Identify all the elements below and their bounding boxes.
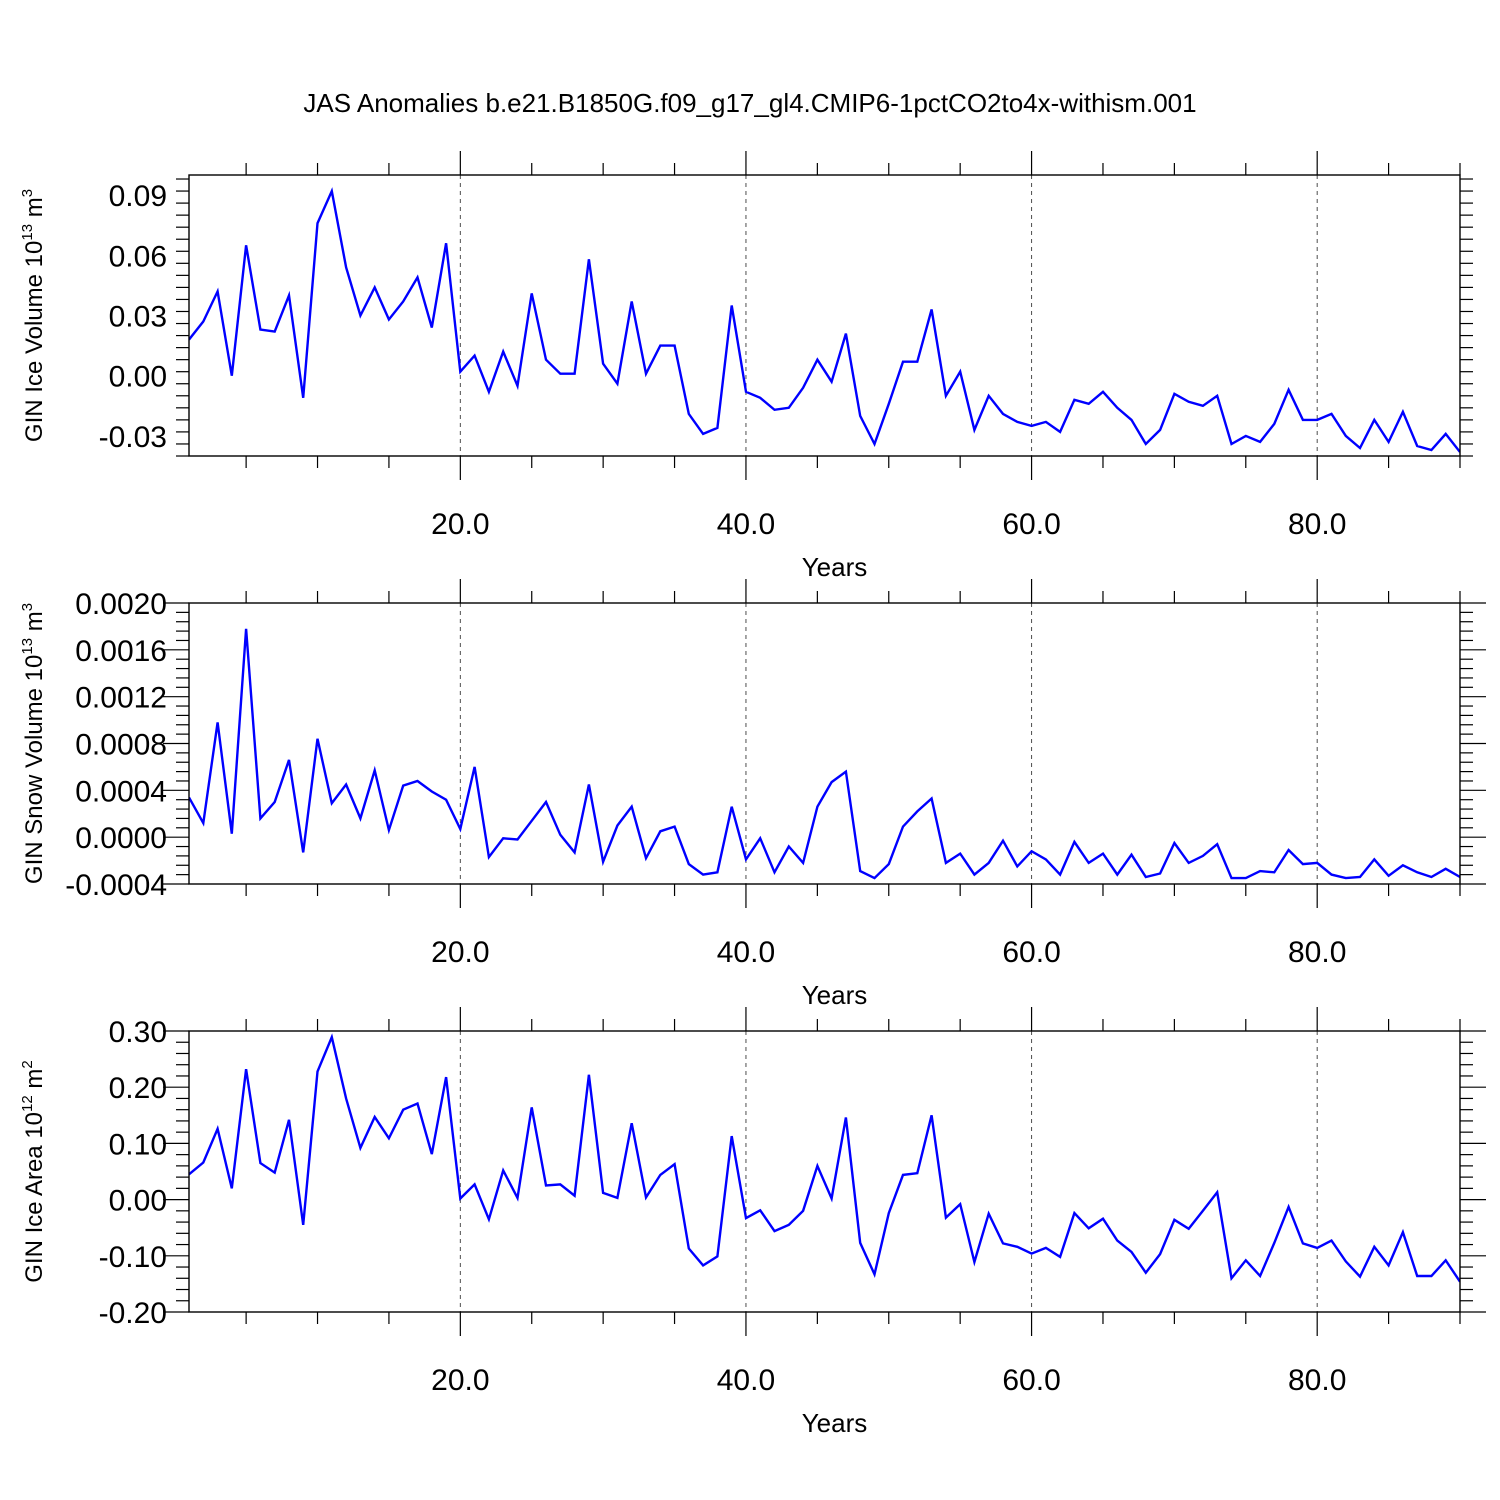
y-tick-label: 0.20 xyxy=(109,1072,167,1105)
x-tick-label: 40.0 xyxy=(717,936,775,969)
x-tick-label: 20.0 xyxy=(431,936,489,969)
x-tick-label: 40.0 xyxy=(717,508,775,541)
chart-title: JAS Anomalies b.e21.B1850G.f09_g17_gl4.C… xyxy=(303,88,1196,118)
plot-frame xyxy=(188,602,1461,885)
x-tick-label: 60.0 xyxy=(1002,1364,1060,1397)
x-tick-label: 60.0 xyxy=(1002,508,1060,541)
y-tick-label: 0.03 xyxy=(109,301,167,334)
y-axis-label: GIN Ice Volume 1013 m3 xyxy=(19,189,48,442)
y-tick-label: 0.0012 xyxy=(75,682,167,715)
x-tick-label: 80.0 xyxy=(1288,1364,1346,1397)
y-tick-label: 0.0016 xyxy=(75,635,167,668)
chart-panel-3: -0.20 -0.10 0.00 0.10 0.20 0.30 20.0 40.0 60.0 80… xyxy=(19,1007,1486,1438)
y-tick-label: 0.0000 xyxy=(75,822,167,855)
y-axis-label: GIN Snow Volume 1013 m3 xyxy=(19,603,48,884)
x-tick-label: 80.0 xyxy=(1288,936,1346,969)
y-tick-label: -0.0004 xyxy=(65,869,167,902)
plot-frame xyxy=(188,1030,1461,1313)
x-tick-label: 80.0 xyxy=(1288,508,1346,541)
chart-panels: -0.03 0.00 0.03 0.06 0.09 20.0 40.0 60.0 80.0 Yea… xyxy=(19,151,1486,1438)
y-tick-label: 0.0008 xyxy=(75,729,167,762)
y-tick-label: -0.10 xyxy=(99,1241,167,1274)
x-axis-label: Years xyxy=(802,1408,868,1438)
y-tick-label: 0.30 xyxy=(109,1016,167,1049)
y-tick-label: 0.09 xyxy=(109,180,167,213)
series-line xyxy=(189,1033,1460,1283)
y-tick-label: 0.06 xyxy=(109,240,167,273)
chart-panel-2: -0.0004 0.0000 0.0004 0.0008 0.0012 0.0016 0.0… xyxy=(19,579,1486,1010)
x-tick-label: 60.0 xyxy=(1002,936,1060,969)
x-tick-label: 20.0 xyxy=(431,508,489,541)
series-line xyxy=(189,628,1460,880)
plot-frame xyxy=(188,174,1461,457)
chart-panel-1: -0.03 0.00 0.03 0.06 0.09 20.0 40.0 60.0 80.0 Yea… xyxy=(19,151,1473,582)
y-axis-label: GIN Ice Area 1012 m2 xyxy=(19,1060,48,1282)
y-tick-label: -0.20 xyxy=(99,1297,167,1330)
y-tick-label: 0.10 xyxy=(109,1128,167,1161)
x-tick-label: 40.0 xyxy=(717,1364,775,1397)
y-tick-label: 0.0004 xyxy=(75,775,167,808)
y-tick-label: 0.00 xyxy=(109,361,167,394)
y-tick-label: 0.00 xyxy=(109,1185,167,1218)
x-axis-label: Years xyxy=(802,980,868,1010)
y-tick-label: 0.0020 xyxy=(75,588,167,621)
series-line xyxy=(189,187,1460,453)
x-tick-label: 20.0 xyxy=(431,1364,489,1397)
x-axis-label: Years xyxy=(802,552,868,582)
y-tick-label: -0.03 xyxy=(99,421,167,454)
